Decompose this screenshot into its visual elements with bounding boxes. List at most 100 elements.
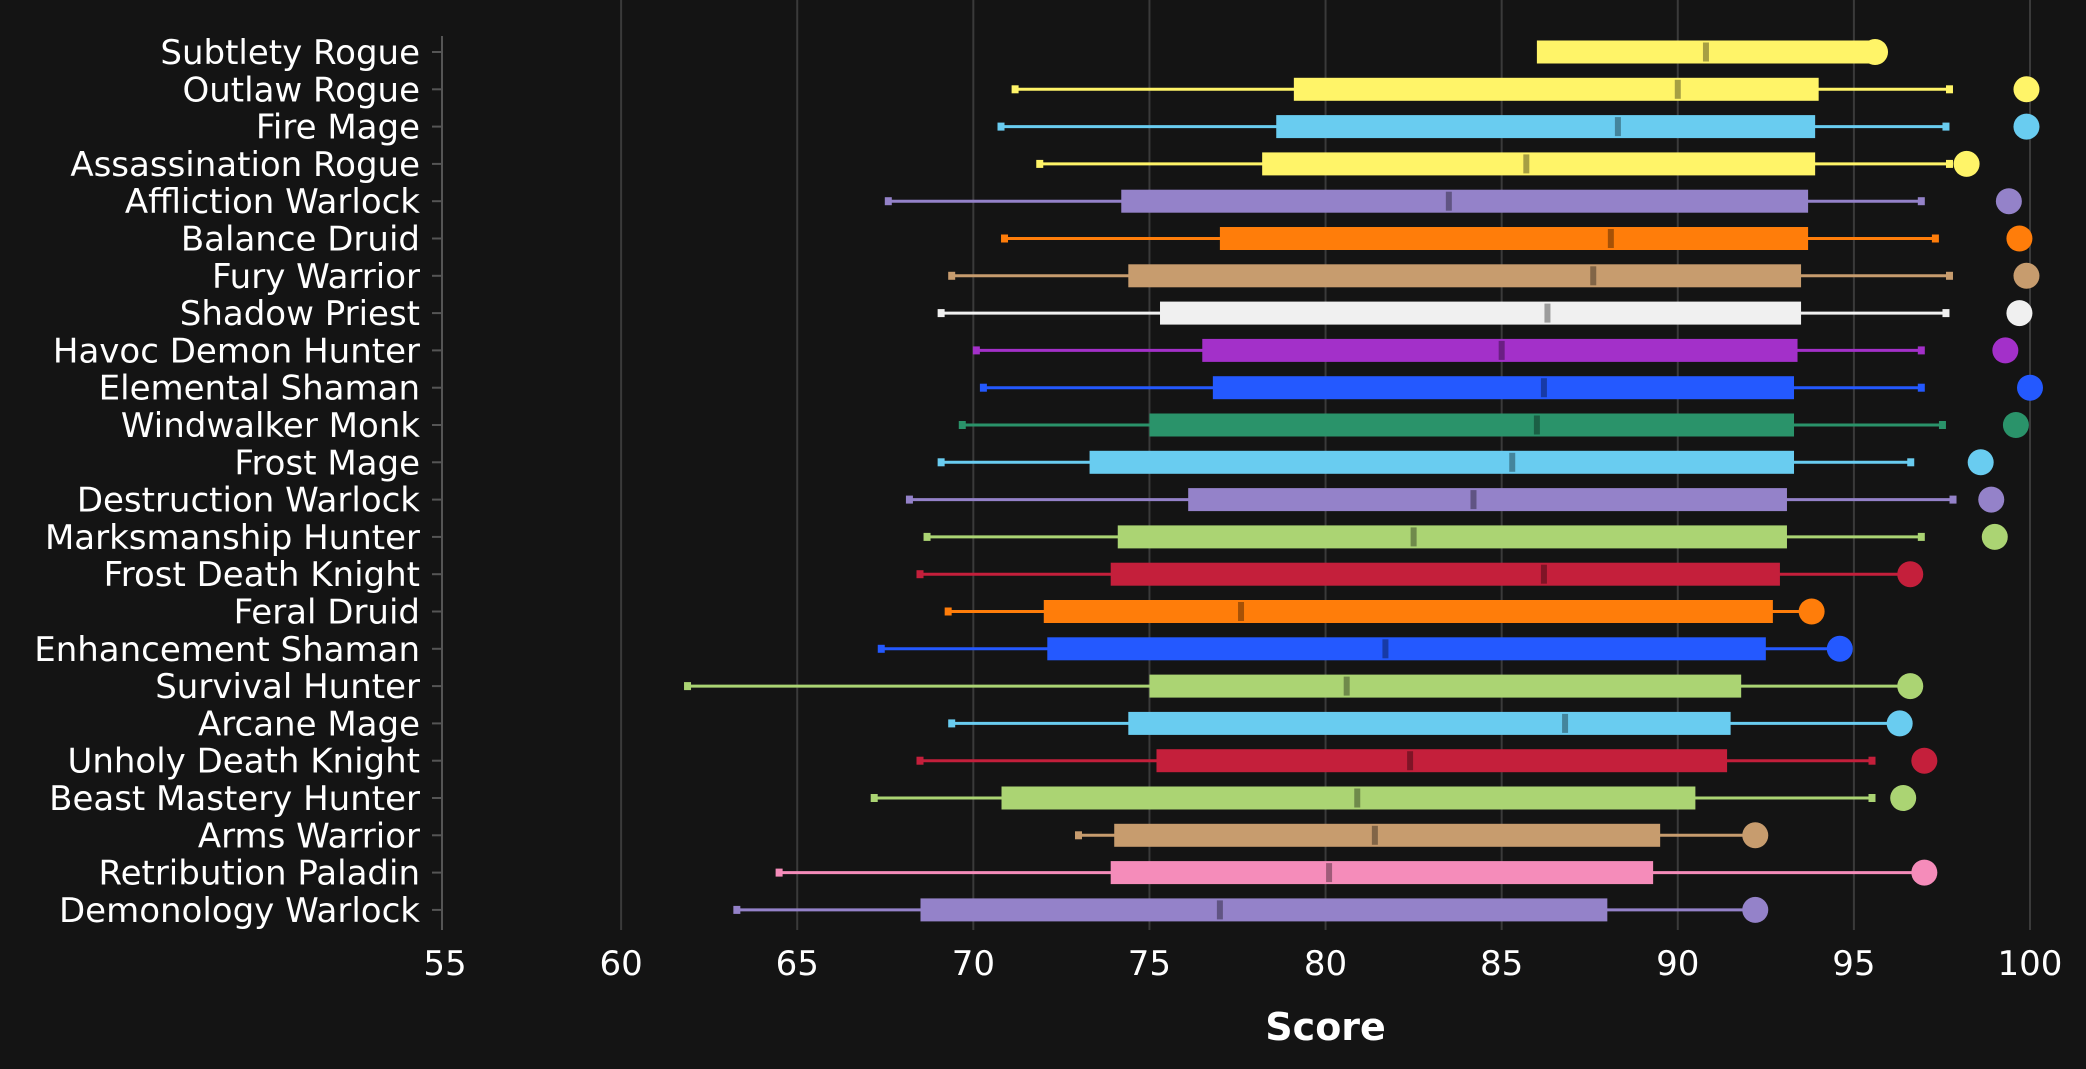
median-marker: [1407, 751, 1414, 771]
x-tick-label: 95: [1832, 944, 1875, 984]
category-label: Assassination Rogue: [70, 145, 420, 185]
category-label: Subtlety Rogue: [160, 33, 420, 73]
iqr-box: [1149, 413, 1795, 437]
series-row: [1001, 225, 2033, 252]
max-point: [1953, 150, 1980, 177]
max-point: [1911, 747, 1938, 774]
median-marker: [1523, 154, 1530, 174]
max-point: [1981, 523, 2008, 550]
iqr-box: [1110, 562, 1780, 586]
median-marker: [1326, 863, 1333, 883]
whisker-min-cap: [916, 570, 924, 579]
series-group: [684, 39, 2043, 923]
category-label: Marksmanship Hunter: [45, 518, 420, 558]
median-marker: [1544, 303, 1551, 323]
category-label: Enhancement Shaman: [34, 630, 420, 670]
whisker-max-cap: [1917, 383, 1925, 392]
iqr-box: [920, 898, 1608, 922]
whisker-min-cap: [1075, 831, 1082, 840]
category-label: Outlaw Rogue: [183, 70, 421, 110]
category-label: Feral Druid: [234, 593, 420, 633]
category-label: Balance Druid: [181, 220, 420, 260]
whisker-min-cap: [997, 122, 1005, 131]
whisker-min-cap: [733, 905, 741, 914]
median-marker: [1410, 527, 1417, 547]
iqr-box: [1188, 488, 1787, 512]
whisker-min-cap: [948, 719, 956, 728]
x-axis-ticks: 55 60 65 70 75 80 85 90 95 100: [423, 944, 2062, 984]
whisker-min-cap: [916, 756, 924, 765]
max-point: [1992, 337, 2019, 364]
series-row: [905, 486, 2005, 513]
median-marker: [1498, 340, 1505, 360]
whisker-max-cap: [1917, 346, 1925, 355]
max-point: [1897, 673, 1924, 700]
whisker-max-cap: [1942, 122, 1950, 131]
series-row: [1536, 39, 1889, 65]
x-tick-label: 65: [776, 944, 819, 984]
series-row: [948, 262, 2040, 289]
median-marker: [1445, 191, 1452, 211]
whisker-max-cap: [1931, 234, 1939, 243]
max-point: [1897, 561, 1924, 588]
iqr-box: [1262, 152, 1816, 176]
x-tick-label: 60: [599, 944, 642, 984]
max-point: [2002, 412, 2029, 438]
max-point: [1995, 188, 2022, 215]
median-marker: [1702, 42, 1709, 62]
median-marker: [1371, 825, 1378, 845]
series-row: [948, 710, 1913, 737]
series-row: [1011, 76, 2040, 103]
series-row: [923, 523, 2008, 550]
iqr-box: [1212, 376, 1795, 400]
whisker-min-cap: [958, 421, 966, 429]
category-label: Havoc Demon Hunter: [53, 331, 420, 371]
iqr-box: [1219, 227, 1809, 250]
iqr-box: [1121, 189, 1809, 213]
iqr-box: [1089, 450, 1795, 474]
iqr-box: [1114, 823, 1661, 847]
category-label: Frost Mage: [234, 443, 420, 483]
median-marker: [1533, 415, 1540, 435]
max-point: [1742, 896, 1769, 923]
category-label: Arms Warrior: [198, 816, 420, 856]
whisker-min-cap: [1036, 159, 1044, 168]
iqr-box: [1293, 77, 1819, 101]
iqr-box: [1047, 637, 1766, 661]
x-tick-label: 100: [1998, 944, 2063, 984]
category-label: Destruction Warlock: [77, 481, 420, 521]
whisker-min-cap: [979, 383, 987, 392]
median-marker: [1470, 490, 1477, 510]
iqr-box: [1160, 301, 1802, 325]
whisker-min-cap: [870, 794, 878, 802]
iqr-box: [1149, 674, 1742, 698]
category-label: Unholy Death Knight: [67, 742, 420, 782]
whisker-max-cap: [1945, 271, 1953, 280]
whisker-max-cap: [1907, 458, 1915, 467]
series-row: [958, 412, 2029, 438]
x-axis-title: Score: [1265, 1005, 1386, 1049]
series-row: [937, 449, 1994, 476]
category-label: Frost Death Knight: [104, 555, 420, 595]
category-label: Fire Mage: [256, 108, 420, 148]
whisker-min-cap: [1011, 85, 1019, 94]
median-marker: [1509, 452, 1516, 472]
whisker-min-cap: [972, 346, 980, 355]
median-marker: [1216, 900, 1223, 920]
category-label: Shadow Priest: [180, 294, 420, 334]
median-marker: [1674, 79, 1681, 99]
whisker-min-cap: [948, 271, 956, 280]
max-point: [1862, 39, 1889, 65]
x-tick-label: 75: [1128, 944, 1171, 984]
iqr-box: [1128, 264, 1802, 288]
x-tick-label: 70: [952, 944, 995, 984]
median-marker: [1590, 266, 1597, 286]
whisker-max-cap: [1945, 159, 1953, 168]
max-point: [1826, 635, 1853, 662]
series-row: [884, 188, 2022, 215]
series-row: [937, 300, 2033, 327]
series-row: [870, 785, 1917, 811]
median-marker: [1607, 229, 1614, 248]
median-marker: [1238, 602, 1245, 621]
x-tick-label: 85: [1480, 944, 1523, 984]
